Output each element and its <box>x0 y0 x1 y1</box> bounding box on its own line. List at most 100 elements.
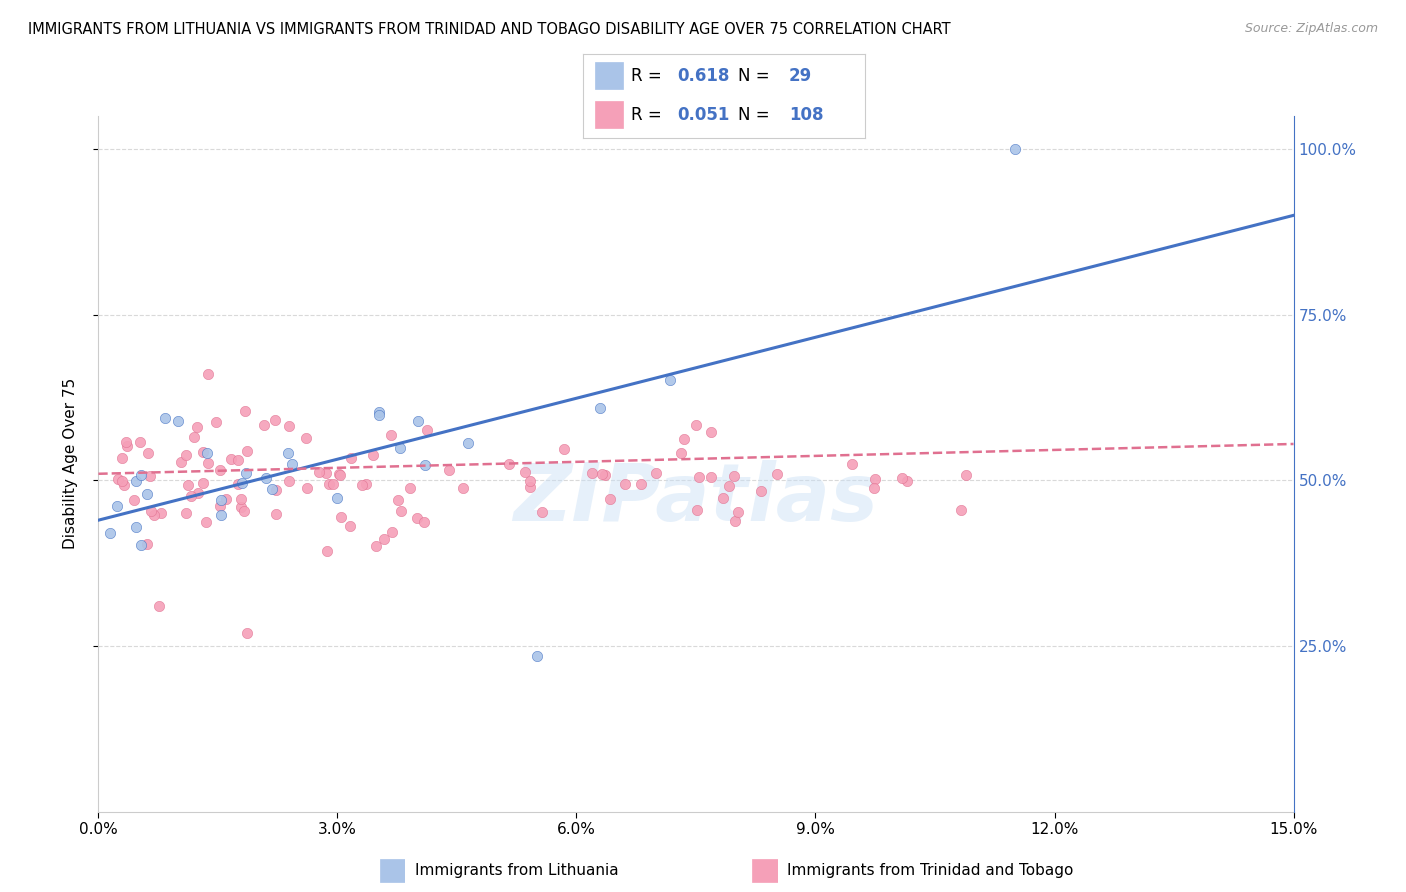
Text: IMMIGRANTS FROM LITHUANIA VS IMMIGRANTS FROM TRINIDAD AND TOBAGO DISABILITY AGE : IMMIGRANTS FROM LITHUANIA VS IMMIGRANTS … <box>28 22 950 37</box>
Point <box>322 476 344 491</box>
Bar <box>595 101 623 128</box>
Point <box>356 476 378 491</box>
Point <box>264 507 287 521</box>
Point <box>125 474 148 488</box>
Point <box>553 442 575 456</box>
Point <box>278 475 301 489</box>
Bar <box>595 62 623 89</box>
Point <box>197 456 219 470</box>
Point <box>236 625 259 640</box>
Point <box>389 503 412 517</box>
Point <box>659 373 682 387</box>
Point <box>141 504 163 518</box>
Point <box>399 481 422 495</box>
Text: 108: 108 <box>789 105 824 123</box>
Text: Immigrants from Lithuania: Immigrants from Lithuania <box>415 863 619 878</box>
Point <box>209 492 232 507</box>
Point <box>387 492 409 507</box>
Text: N =: N = <box>738 67 775 85</box>
Text: R =: R = <box>631 67 668 85</box>
Point <box>361 448 384 462</box>
Point <box>406 414 429 428</box>
Point <box>295 431 318 445</box>
Point <box>170 455 193 469</box>
Point <box>260 482 283 496</box>
Point <box>277 446 299 460</box>
Point <box>264 483 287 498</box>
Point <box>138 469 160 483</box>
Point <box>416 423 439 437</box>
Point <box>281 457 304 471</box>
Point <box>364 539 387 553</box>
Point <box>727 505 749 519</box>
Point <box>209 508 232 522</box>
Point <box>174 506 197 520</box>
Point <box>368 409 391 423</box>
Point <box>841 457 863 471</box>
Point <box>150 506 173 520</box>
Text: 29: 29 <box>789 67 813 85</box>
Text: R =: R = <box>631 105 668 123</box>
Point <box>176 449 198 463</box>
Text: Source: ZipAtlas.com: Source: ZipAtlas.com <box>1244 22 1378 36</box>
Point <box>107 499 129 513</box>
Point <box>235 467 257 481</box>
Point <box>195 446 218 460</box>
Point <box>191 476 214 491</box>
Point <box>451 481 474 495</box>
Point <box>186 419 208 434</box>
Point <box>644 466 666 480</box>
Text: Immigrants from Trinidad and Tobago: Immigrants from Trinidad and Tobago <box>787 863 1074 878</box>
Point <box>136 445 159 459</box>
Point <box>208 499 231 513</box>
Point <box>233 404 256 418</box>
Point <box>226 476 249 491</box>
Point <box>437 463 460 477</box>
Point <box>863 482 886 496</box>
Point <box>229 500 252 515</box>
Text: 0.618: 0.618 <box>678 67 730 85</box>
Point <box>352 478 374 492</box>
Point <box>513 465 536 479</box>
Point <box>209 463 232 477</box>
Point <box>749 483 772 498</box>
Point <box>135 537 157 551</box>
Point <box>329 509 352 524</box>
Point <box>723 469 745 483</box>
Point <box>219 451 242 466</box>
Point <box>142 508 165 522</box>
Point <box>125 520 148 534</box>
Point <box>1004 142 1026 156</box>
Point <box>526 648 548 663</box>
Point <box>231 492 253 507</box>
Point <box>295 481 318 495</box>
Text: ZIPatlas: ZIPatlas <box>513 459 879 538</box>
Point <box>111 451 134 466</box>
Point <box>457 435 479 450</box>
Point <box>122 493 145 508</box>
Point <box>112 478 135 492</box>
Point <box>519 480 541 494</box>
Point <box>367 405 389 419</box>
Point <box>340 450 363 465</box>
Point <box>591 467 613 482</box>
Point <box>700 425 723 439</box>
Point <box>254 471 277 485</box>
Point <box>614 477 637 491</box>
Point <box>630 476 652 491</box>
Point <box>316 544 339 558</box>
Point <box>766 467 789 482</box>
Point <box>187 486 209 500</box>
Point <box>98 525 121 540</box>
Point <box>194 515 217 529</box>
Point <box>498 457 520 471</box>
Point <box>673 432 696 446</box>
Point <box>278 419 301 434</box>
Point <box>688 470 710 484</box>
Point <box>413 458 436 473</box>
Point <box>236 444 259 458</box>
Point <box>711 491 734 506</box>
Point <box>131 468 153 483</box>
Point <box>136 487 159 501</box>
Point <box>339 518 361 533</box>
